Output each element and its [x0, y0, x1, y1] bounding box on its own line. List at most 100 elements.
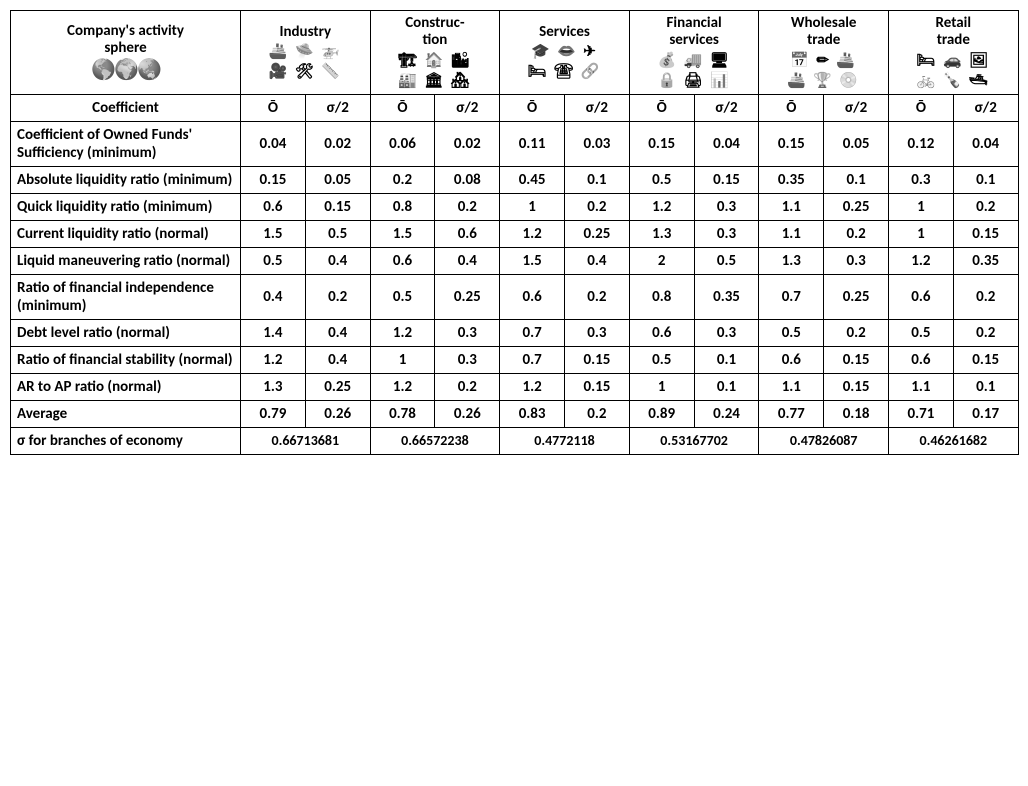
value-cell: 0.26 [435, 400, 500, 427]
table-row: Liquid maneuvering ratio (normal)0.50.40… [11, 247, 1019, 274]
value-cell: 0.15 [759, 121, 824, 166]
value-cell: 1.3 [629, 220, 694, 247]
value-cell: 0.45 [500, 166, 565, 193]
value-cell: 0.6 [759, 346, 824, 373]
value-cell: 0.79 [241, 400, 306, 427]
value-cell: 0.25 [565, 220, 630, 247]
value-cell: 0.05 [824, 121, 889, 166]
sigma-branches-label: σ for branches of economy [11, 427, 241, 454]
sigma-branches-value: 0.66572238 [370, 427, 500, 454]
coefficient-label: Ratio of financial stability (normal) [11, 346, 241, 373]
value-cell: 0.18 [824, 400, 889, 427]
coefficient-label: Current liquidity ratio (normal) [11, 220, 241, 247]
table-row: AR to AP ratio (normal)1.30.251.20.21.20… [11, 373, 1019, 400]
value-cell: 1.2 [241, 346, 306, 373]
value-cell: 0.15 [953, 346, 1018, 373]
value-cell: 0.3 [694, 193, 759, 220]
value-cell: 1.3 [241, 373, 306, 400]
value-cell: 1.1 [889, 373, 954, 400]
value-cell: 0.4 [565, 247, 630, 274]
mean-symbol: Ō [889, 94, 954, 121]
value-cell: 0.15 [694, 166, 759, 193]
value-cell: 0.3 [565, 319, 630, 346]
value-cell: 0.15 [824, 346, 889, 373]
activity-sphere-label: Company's activity sphere [17, 23, 234, 58]
mean-symbol: Ō [629, 94, 694, 121]
table-row: Absolute liquidity ratio (minimum) 0.15 0.… [11, 166, 1019, 193]
sigma-branches-value: 0.66713681 [241, 427, 371, 454]
value-cell: 0.7 [759, 274, 824, 319]
category-header-5: Retail trade 🛏 🚗 🖼 🚲 🍾 🛥 [889, 11, 1019, 95]
table-row: Ratio of financial independence (minimum… [11, 274, 1019, 319]
sigma-half-symbol: σ/2 [565, 94, 630, 121]
value-cell: 0.15 [305, 193, 370, 220]
value-cell: 0.6 [435, 220, 500, 247]
value-cell: 0.08 [435, 166, 500, 193]
sigma-branches-value: 0.4772118 [500, 427, 630, 454]
category-header-3: Financial services 💰 🚚 🖥 🔒 🖨 📊 [629, 11, 759, 95]
value-cell: 0.2 [824, 319, 889, 346]
value-cell: 1 [370, 346, 435, 373]
coefficient-label: AR to AP ratio (normal) [11, 373, 241, 400]
value-cell: 0.8 [629, 274, 694, 319]
header-row-categories: Company's activity sphere 🌎🌍🌏 Industry 🚢… [11, 11, 1019, 95]
value-cell: 0.05 [305, 166, 370, 193]
value-cell: 1.2 [629, 193, 694, 220]
value-cell: 0.02 [435, 121, 500, 166]
value-cell: 0.24 [694, 400, 759, 427]
table-row: Ratio of financial stability (normal)1.2… [11, 346, 1019, 373]
value-cell: 0.2 [565, 400, 630, 427]
category-name: Services [506, 24, 623, 41]
value-cell: 1 [629, 373, 694, 400]
value-cell: 1.2 [500, 220, 565, 247]
value-cell: 0.17 [953, 400, 1018, 427]
category-icons: 🚲 🍾 🛥 [895, 72, 1012, 90]
value-cell: 0.7 [500, 319, 565, 346]
value-cell: 0.35 [694, 274, 759, 319]
value-cell: 0.15 [565, 373, 630, 400]
category-icons: 🎓 👄 ✈ [506, 43, 623, 61]
value-cell: 1.2 [889, 247, 954, 274]
value-cell: 0.6 [241, 193, 306, 220]
value-cell: 0.89 [629, 400, 694, 427]
value-cell: 0.2 [953, 319, 1018, 346]
value-cell: 0.4 [305, 247, 370, 274]
category-header-2: Services 🎓 👄 ✈ 🛏 ☎ 🔗 [500, 11, 630, 95]
category-icons: 🎥 🛠 📏 [247, 63, 364, 81]
category-name: Wholesale trade [765, 15, 882, 50]
value-cell: 0.1 [824, 166, 889, 193]
sigma-half-symbol: σ/2 [305, 94, 370, 121]
value-cell: 0.02 [305, 121, 370, 166]
value-cell: 0.11 [500, 121, 565, 166]
coefficient-label: Liquid maneuvering ratio (normal) [11, 247, 241, 274]
value-cell: 1.5 [500, 247, 565, 274]
sigma-branches-value: 0.46261682 [889, 427, 1019, 454]
sigma-half-symbol: σ/2 [694, 94, 759, 121]
value-cell: 0.03 [565, 121, 630, 166]
value-cell: 0.35 [953, 247, 1018, 274]
coefficient-label: Absolute liquidity ratio (minimum) [11, 166, 241, 193]
category-icons: 🔒 🖨 📊 [636, 72, 753, 90]
mean-symbol: Ō [370, 94, 435, 121]
value-cell: 0.71 [889, 400, 954, 427]
coefficient-row-label: Coefficient [11, 94, 241, 121]
sigma-half-symbol: σ/2 [953, 94, 1018, 121]
value-cell: 0.5 [305, 220, 370, 247]
sigma-branches-value: 0.47826087 [759, 427, 889, 454]
value-cell: 0.6 [889, 346, 954, 373]
value-cell: 0.2 [305, 274, 370, 319]
financial-coefficients-table: Company's activity sphere 🌎🌍🌏 Industry 🚢… [10, 10, 1019, 455]
category-header-4: Wholesale trade 📅 ✏ 🚢 🚢 🏆 💿 [759, 11, 889, 95]
globe-icon: 🌎🌍🌏 [17, 59, 234, 82]
value-cell: 0.4 [241, 274, 306, 319]
table-row: Current liquidity ratio (normal)1.50.51.… [11, 220, 1019, 247]
category-icons: 🚢 🛸 🚁 [247, 43, 364, 61]
table-row: Debt level ratio (normal)1.40.41.20.30.7… [11, 319, 1019, 346]
category-name: Construc- tion [377, 15, 494, 50]
value-cell: 0.2 [953, 193, 1018, 220]
value-cell: 1.1 [759, 220, 824, 247]
value-cell: 0.25 [824, 193, 889, 220]
value-cell: 1.2 [370, 319, 435, 346]
coefficient-label: Ratio of financial independence (minimum… [11, 274, 241, 319]
value-cell: 0.2 [435, 373, 500, 400]
